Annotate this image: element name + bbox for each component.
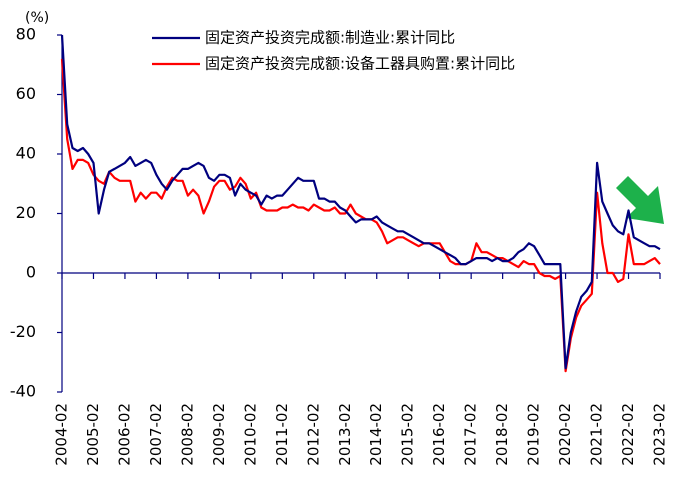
x-tick-label: 2005-02: [84, 403, 102, 466]
y-tick-label: 80: [16, 25, 36, 44]
x-tick-label: 2007-02: [147, 403, 165, 466]
y-tick-label: -40: [10, 382, 36, 401]
y-tick-label: 0: [26, 263, 36, 282]
legend-label: 固定资产投资完成额:制造业:累计同比: [205, 29, 455, 47]
x-tick-label: 2013-02: [336, 403, 354, 466]
x-tick-label: 2022-02: [619, 403, 637, 466]
x-tick-label: 2020-02: [556, 403, 574, 466]
x-tick-label: 2023-02: [651, 403, 669, 466]
trend-arrow: [616, 176, 664, 224]
y-tick-label: -20: [10, 322, 36, 341]
x-tick-label: 2004-02: [53, 403, 71, 466]
x-tick-label: 2016-02: [430, 403, 448, 466]
x-tick-label: 2017-02: [462, 403, 480, 466]
x-tick-label: 2006-02: [115, 403, 133, 466]
unit-label: (%): [25, 10, 49, 26]
x-tick-label: 2014-02: [367, 403, 385, 466]
x-tick-label: 2012-02: [304, 403, 322, 466]
series-line: [60, 58, 661, 373]
x-tick-label: 2018-02: [493, 403, 511, 466]
legend-label: 固定资产投资完成额:设备工器具购置:累计同比: [205, 55, 515, 73]
y-tick-label: 60: [16, 84, 36, 103]
x-tick-label: 2019-02: [525, 403, 543, 466]
x-tick-label: 2015-02: [399, 403, 417, 466]
y-tick-label: 20: [16, 203, 36, 222]
x-tick-label: 2009-02: [210, 403, 228, 466]
x-tick-label: 2010-02: [241, 403, 259, 466]
x-tick-label: 2008-02: [178, 403, 196, 466]
y-tick-label: 40: [16, 144, 36, 163]
series-line: [60, 34, 661, 370]
x-tick-label: 2021-02: [588, 403, 606, 466]
x-tick-label: 2011-02: [273, 403, 291, 466]
